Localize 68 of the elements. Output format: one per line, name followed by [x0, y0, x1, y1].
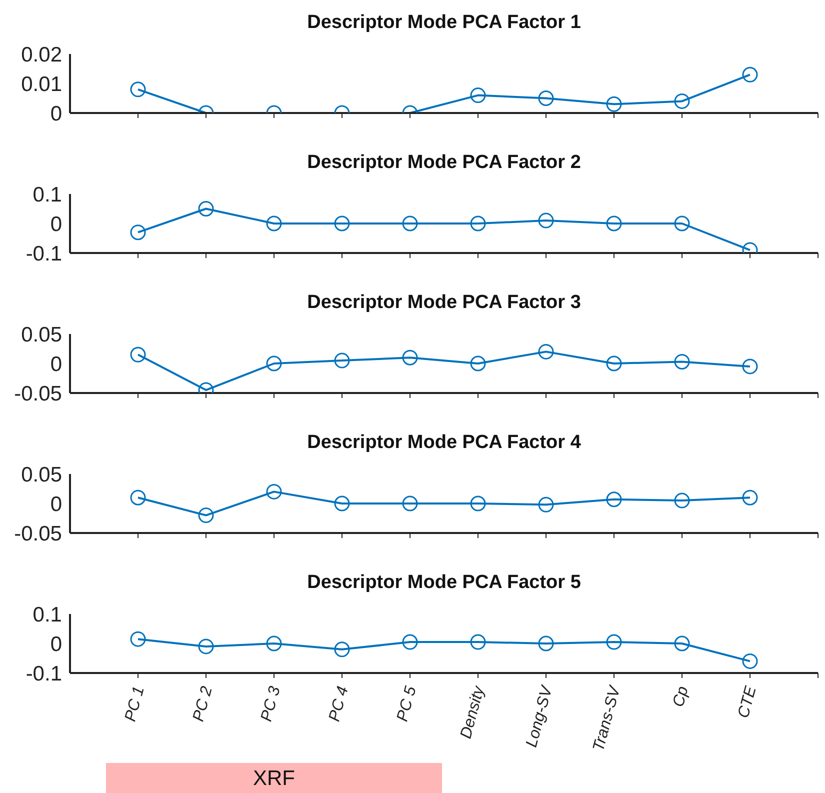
y-tick-label: -0.05: [14, 382, 62, 406]
point: [538, 212, 554, 228]
point: [674, 216, 690, 232]
x-tick-label: CTE: [735, 684, 760, 720]
x-tick-label: Cp: [670, 684, 692, 709]
point: [606, 634, 622, 650]
point: [402, 350, 418, 366]
x-tick-label: PC 4: [326, 684, 352, 724]
x-tick-label: Long-SV: [523, 683, 556, 750]
y-tick-label: -0.1: [26, 242, 62, 266]
point: [334, 352, 350, 368]
y-tick-label: 0: [50, 632, 62, 656]
point: [266, 356, 282, 372]
point: [266, 216, 282, 232]
point: [130, 346, 146, 362]
x-tick-label: PC 3: [258, 684, 284, 724]
point: [674, 636, 690, 652]
y-tick-label: 0.05: [21, 323, 62, 346]
point: [470, 496, 486, 512]
y-tick-label: 0: [50, 212, 62, 236]
point: [198, 508, 214, 524]
y-tick-label: -0.05: [14, 522, 62, 546]
point: [130, 631, 146, 647]
point: [402, 634, 418, 650]
point: [198, 201, 214, 216]
point: [130, 224, 146, 240]
x-tick-label: PC 2: [190, 684, 216, 724]
y-tick-label: 0.02: [21, 43, 62, 66]
point: [674, 492, 690, 508]
chart-title: Descriptor Mode PCA Factor 2: [306, 152, 582, 174]
x-tick-label: PC 1: [122, 684, 148, 724]
y-tick-label: -0.1: [26, 662, 62, 686]
point: [742, 358, 758, 374]
point: [334, 642, 350, 658]
point: [606, 216, 622, 232]
point: [538, 636, 554, 652]
point: [402, 496, 418, 512]
x-tick-label: Trans-SV: [590, 683, 624, 754]
point: [606, 356, 622, 372]
point: [470, 634, 486, 650]
y-tick-label: 0: [50, 102, 62, 126]
point: [470, 216, 486, 232]
point: [198, 638, 214, 654]
point: [266, 636, 282, 652]
point: [742, 653, 758, 669]
point: [334, 216, 350, 232]
chart-title: Descriptor Mode PCA Factor 1: [306, 12, 582, 34]
point: [538, 496, 554, 512]
y-tick-label: 0: [50, 352, 62, 376]
point: [470, 356, 486, 372]
chart-title: Descriptor Mode PCA Factor 5: [306, 572, 582, 594]
point: [606, 492, 622, 508]
y-tick-label: 0.1: [32, 183, 62, 206]
x-tick-label: Density: [458, 684, 488, 741]
point: [742, 490, 758, 506]
x-tick-label: PC 5: [394, 684, 420, 724]
y-tick-label: 0.01: [21, 72, 62, 96]
chart-title: Descriptor Mode PCA Factor 4: [306, 432, 582, 454]
y-tick-label: 0: [50, 492, 62, 516]
y-tick-label: 0.1: [32, 603, 62, 626]
point: [130, 490, 146, 506]
chart-title: Descriptor Mode PCA Factor 3: [306, 292, 582, 314]
point: [266, 484, 282, 500]
point: [334, 496, 350, 512]
point: [674, 354, 690, 370]
y-tick-label: 0.05: [21, 463, 62, 486]
point: [538, 344, 554, 360]
point: [402, 216, 418, 232]
